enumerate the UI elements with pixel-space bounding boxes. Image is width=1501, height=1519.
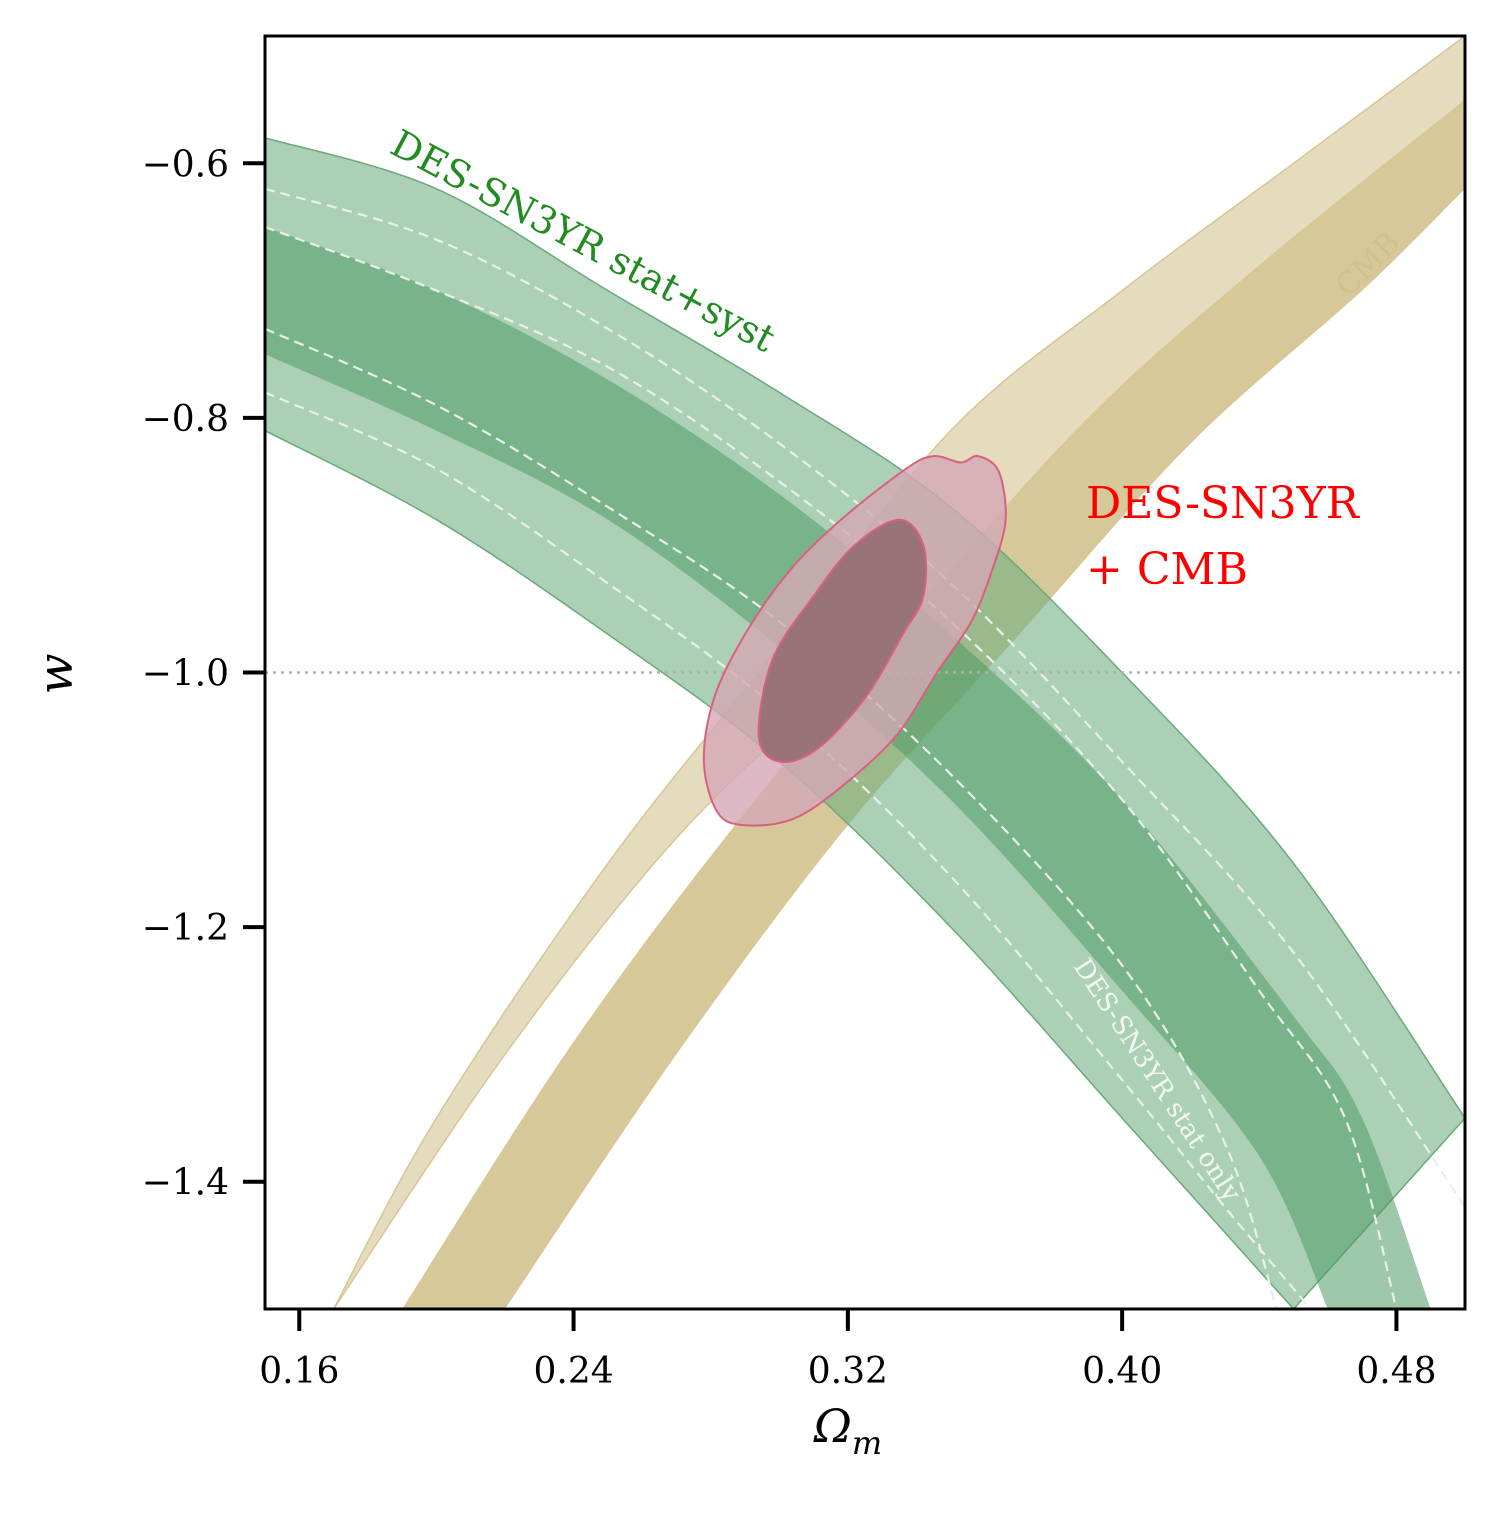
x-tick-label: 0.24 [533, 1351, 613, 1392]
y-axis-label: w [28, 653, 84, 694]
x-axis-label-subscript: m [852, 1424, 882, 1462]
x-axis: 0.16 0.24 0.32 0.40 0.48 [259, 1309, 1437, 1392]
x-axis-label: Ωm [813, 1399, 882, 1462]
stat-only-outer-top-dashed-line [265, 187, 1465, 1208]
y-tick-label: −1.4 [142, 1163, 229, 1204]
x-tick-label: 0.48 [1356, 1351, 1436, 1392]
stat-only-inner-bottom-dashed-line [265, 327, 1278, 1309]
x-tick-label: 0.40 [1082, 1351, 1162, 1392]
annotation-combined-line2: + CMB [1086, 544, 1248, 595]
y-axis: −0.6 −0.8 −1.0 −1.2 −1.4 [142, 144, 265, 1204]
y-tick-label: −1.2 [142, 908, 229, 949]
stat-only-outer-bottom-dashed-line [265, 391, 1312, 1309]
combined-inner-contour [757, 518, 928, 764]
y-tick-label: −0.8 [142, 399, 229, 440]
plot-area [265, 36, 1465, 1309]
stat-only-inner-top-dashed-line [265, 225, 1398, 1309]
y-tick-label: −1.0 [142, 654, 229, 695]
sn-stat-syst-inner-contour [265, 227, 1431, 1309]
x-tick-label: 0.32 [808, 1351, 888, 1392]
y-tick-label: −0.6 [142, 144, 229, 185]
x-tick-label: 0.16 [259, 1351, 339, 1392]
annotation-combined-line1: DES-SN3YR [1086, 478, 1361, 529]
